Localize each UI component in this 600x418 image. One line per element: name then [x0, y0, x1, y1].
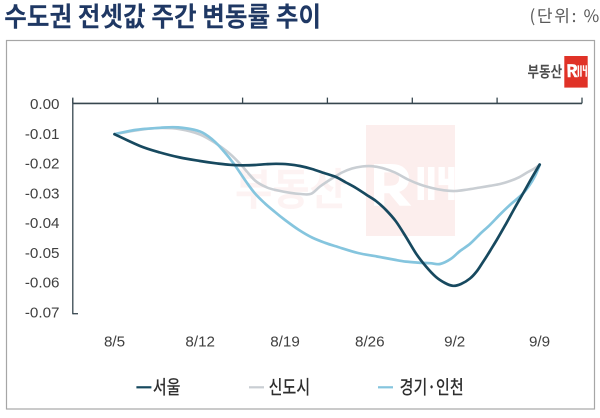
svg-text:9/9: 9/9: [529, 334, 550, 351]
svg-text:9/2: 9/2: [444, 334, 465, 351]
svg-text:0.00: 0.00: [30, 96, 60, 113]
svg-text:8/12: 8/12: [185, 334, 215, 351]
svg-text:8/26: 8/26: [355, 334, 385, 351]
svg-text:-0.04: -0.04: [25, 215, 60, 232]
svg-text:-0.03: -0.03: [25, 185, 60, 202]
svg-text:-0.02: -0.02: [25, 156, 60, 173]
svg-text:-0.06: -0.06: [25, 275, 60, 292]
svg-text:8/19: 8/19: [270, 334, 300, 351]
svg-text:-0.01: -0.01: [25, 126, 60, 143]
svg-text:-0.07: -0.07: [25, 304, 60, 321]
svg-text:-0.05: -0.05: [25, 245, 60, 262]
svg-text:8/5: 8/5: [104, 334, 125, 351]
